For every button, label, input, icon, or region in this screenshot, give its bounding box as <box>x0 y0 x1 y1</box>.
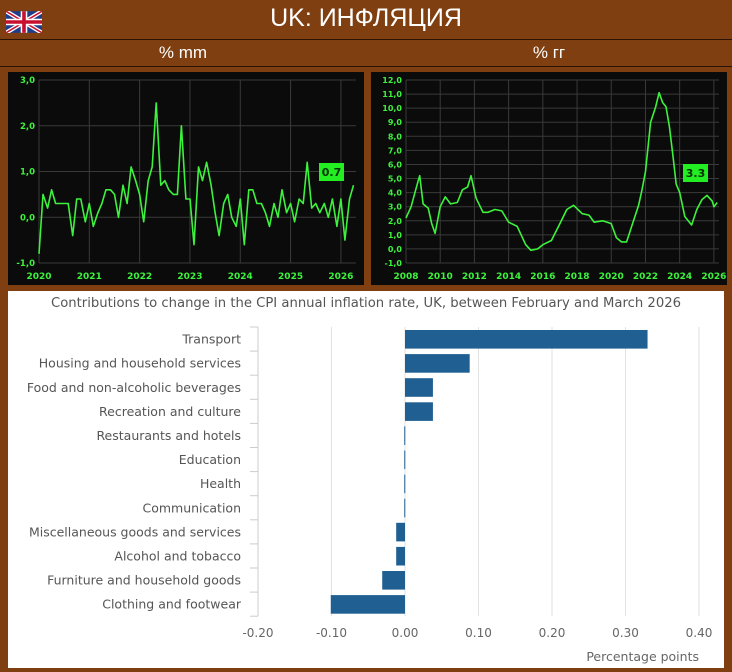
divider <box>0 66 732 67</box>
bar <box>405 354 470 373</box>
y-tick-label: 5,0 <box>388 175 403 184</box>
x-tick-label: -0.20 <box>242 626 273 640</box>
x-tick-label: 0.00 <box>392 626 419 640</box>
x-tick-label: 2026 <box>701 272 726 282</box>
category-label: Restaurants and hotels <box>96 428 241 443</box>
category-label: Education <box>179 452 241 467</box>
yy-chart-svg: -1,0 0,0 1,0 2,0 3,0 4,0 5,0 6,0 7,0 8,0 9,0 10,0 11… <box>382 76 726 282</box>
x-tick-label: -0.10 <box>316 626 347 640</box>
category-label: Miscellaneous goods and services <box>29 524 241 539</box>
y-tick-label: -1,0 <box>385 259 403 268</box>
bar <box>396 546 405 566</box>
chart-title: Contributions to change in the CPI annua… <box>51 296 681 311</box>
x-tick-label: 2016 <box>530 272 555 282</box>
y-tick-label: 0,0 <box>20 213 35 223</box>
bar <box>405 330 648 349</box>
x-tick-label: 2025 <box>278 272 303 282</box>
y-tick-label: 1,0 <box>20 168 35 178</box>
y-tick-label: 12,0 <box>382 76 402 85</box>
x-tick-label: 2014 <box>496 272 521 282</box>
contributions-panel: Contributions to change in the CPI annua… <box>8 291 724 668</box>
category-label: Housing and household services <box>39 356 241 371</box>
subtitle-mm: % mm <box>158 43 208 62</box>
x-tick-label: 0.30 <box>612 626 639 640</box>
y-tick-label: -1,0 <box>16 259 35 269</box>
x-tick-label: 2024 <box>228 272 253 282</box>
x-tick-label: 2021 <box>77 272 102 282</box>
bar <box>405 402 433 421</box>
x-tick-label: 2020 <box>26 272 51 282</box>
subtitle-yy: % гг <box>532 43 566 62</box>
y-tick-label: 6,0 <box>388 160 403 169</box>
bar <box>404 474 406 494</box>
contributions-chart-svg: Contributions to change in the CPI annua… <box>27 296 713 664</box>
y-tick-label: 3,0 <box>388 203 403 212</box>
x-tick-label: 2024 <box>667 272 692 282</box>
category-label: Health <box>200 476 241 491</box>
y-tick-label: 1,0 <box>388 231 403 240</box>
x-tick-label: 2020 <box>599 272 624 282</box>
data-line <box>38 102 355 254</box>
x-tick-label: 0.20 <box>539 626 566 640</box>
x-tick-label: 2018 <box>565 272 590 282</box>
bar <box>404 450 406 470</box>
x-tick-label: 2022 <box>127 272 152 282</box>
x-tick-label: 2023 <box>177 272 202 282</box>
page-title: UK: ИНФЛЯЦИЯ <box>270 4 462 32</box>
last-value-label: 3.3 <box>686 167 706 180</box>
category-label: Alcohol and tobacco <box>114 548 241 563</box>
category-label: Food and non-alcoholic beverages <box>27 380 241 395</box>
bar <box>330 595 405 614</box>
yy-chart: -1,0 0,0 1,0 2,0 3,0 4,0 5,0 6,0 7,0 8,0 9,0 10,0 11… <box>371 72 727 285</box>
x-tick-label: 2008 <box>393 272 418 282</box>
category-label: Communication <box>142 500 241 515</box>
category-label: Furniture and household goods <box>47 573 241 588</box>
divider <box>0 39 732 40</box>
x-tick-label: 0.40 <box>686 626 713 640</box>
mm-chart-svg: -1,0 0,0 1,0 2,0 3,0 2020 2021 2022 2023 2024 2025… <box>16 76 356 282</box>
x-tick-label: 2010 <box>428 272 453 282</box>
data-line <box>405 91 718 252</box>
last-value-badge <box>683 164 708 182</box>
x-axis-label: Percentage points <box>586 649 699 664</box>
x-tick-label: 2026 <box>328 272 353 282</box>
category-label: Transport <box>181 332 241 347</box>
bar <box>404 426 406 445</box>
y-tick-label: 11,0 <box>382 90 402 99</box>
y-tick-label: 4,0 <box>388 189 403 198</box>
bar <box>404 498 406 518</box>
category-label: Clothing and footwear <box>102 597 242 612</box>
y-tick-label: 8,0 <box>388 132 403 141</box>
y-tick-label: 10,0 <box>382 104 402 113</box>
y-tick-label: 0,0 <box>388 245 403 254</box>
bar <box>405 378 433 397</box>
bar <box>396 522 405 542</box>
category-label: Recreation and culture <box>99 404 241 419</box>
x-tick-label: 2012 <box>462 272 487 282</box>
y-tick-label: 3,0 <box>20 76 35 86</box>
bar <box>382 571 405 590</box>
last-value-badge <box>319 163 344 181</box>
x-tick-label: 0.10 <box>465 626 492 640</box>
y-tick-label: 2,0 <box>388 217 403 226</box>
header: UK: ИНФЛЯЦИЯ <box>0 0 732 40</box>
y-tick-label: 7,0 <box>388 146 403 155</box>
y-tick-label: 9,0 <box>388 118 403 127</box>
mm-chart: -1,0 0,0 1,0 2,0 3,0 2020 2021 2022 2023 2024 2025… <box>8 72 364 285</box>
last-value-label: 0.7 <box>322 166 342 179</box>
uk-flag-icon <box>6 11 42 33</box>
y-tick-label: 2,0 <box>20 122 35 132</box>
x-tick-label: 2022 <box>633 272 658 282</box>
